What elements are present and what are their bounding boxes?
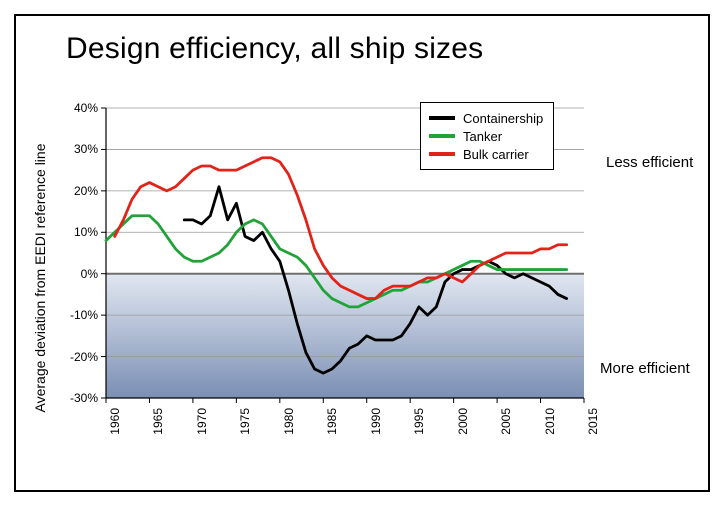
xtick-label: 1980 bbox=[282, 408, 296, 438]
xtick-label: 1975 bbox=[238, 408, 252, 438]
legend-item-tanker: Tanker bbox=[429, 127, 543, 145]
ytick-label: 30% bbox=[60, 142, 98, 156]
legend-box: Containership Tanker Bulk carrier bbox=[420, 102, 554, 170]
legend-label-bulk: Bulk carrier bbox=[463, 147, 529, 162]
xtick-label: 1960 bbox=[108, 408, 122, 438]
ytick-label: -30% bbox=[60, 391, 98, 405]
y-axis-label: Average deviation from EEDI reference li… bbox=[32, 144, 48, 413]
xtick-label: 1990 bbox=[369, 408, 383, 438]
ytick-label: 40% bbox=[60, 101, 98, 115]
annotation-less-efficient: Less efficient bbox=[606, 154, 693, 171]
ytick-label: 20% bbox=[60, 184, 98, 198]
ytick-label: 0% bbox=[60, 267, 98, 281]
chart-card: Design efficiency, all ship sizes Averag… bbox=[14, 14, 710, 492]
ytick-label: -20% bbox=[60, 350, 98, 364]
xtick-label: 1985 bbox=[325, 408, 339, 438]
legend-swatch-containership bbox=[429, 116, 455, 120]
legend-item-bulk: Bulk carrier bbox=[429, 145, 543, 163]
legend-swatch-bulk bbox=[429, 152, 455, 156]
legend-item-containership: Containership bbox=[429, 109, 543, 127]
xtick-label: 1965 bbox=[151, 408, 165, 438]
ytick-label: 10% bbox=[60, 225, 98, 239]
legend-label-tanker: Tanker bbox=[463, 129, 502, 144]
xtick-label: 2010 bbox=[543, 408, 557, 438]
xtick-label: 1995 bbox=[412, 408, 426, 438]
chart-area: Average deviation from EEDI reference li… bbox=[50, 98, 690, 458]
xtick-label: 2000 bbox=[456, 408, 470, 438]
xtick-label: 1970 bbox=[195, 408, 209, 438]
annotation-more-efficient: More efficient bbox=[600, 360, 690, 377]
legend-label-containership: Containership bbox=[463, 111, 543, 126]
chart-title: Design efficiency, all ship sizes bbox=[66, 32, 483, 66]
xtick-label: 2005 bbox=[499, 408, 513, 438]
ytick-label: -10% bbox=[60, 308, 98, 322]
xtick-label: 2015 bbox=[586, 408, 600, 438]
legend-swatch-tanker bbox=[429, 134, 455, 138]
plot-svg bbox=[50, 98, 690, 458]
